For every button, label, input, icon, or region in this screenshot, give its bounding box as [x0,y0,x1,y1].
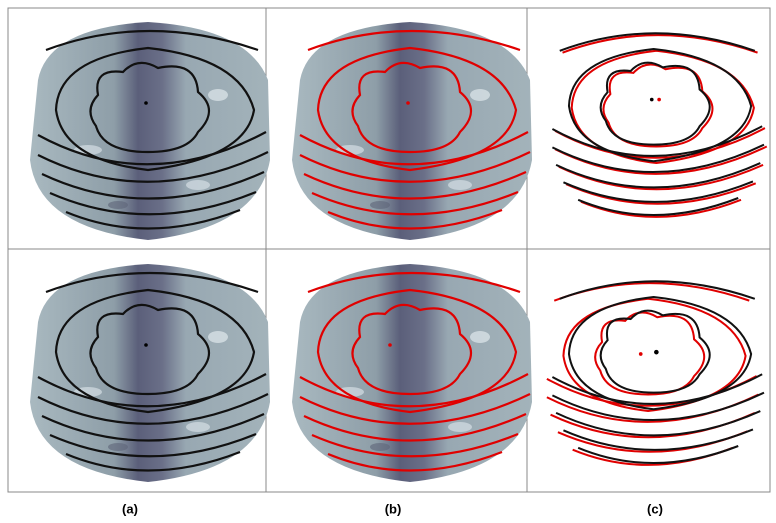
surface-b-bottom [292,264,532,482]
surface-a-top [30,22,270,240]
contours-c-bottom [547,281,764,465]
panel-label: (a) [122,501,138,516]
contours-c-top [552,33,766,217]
panel-label: (b) [385,501,402,516]
panel-label: (c) [647,501,663,516]
surface-a-bottom [30,264,270,482]
figure: (a) (b) (c) [0,0,776,523]
surface-b-top [292,22,532,240]
